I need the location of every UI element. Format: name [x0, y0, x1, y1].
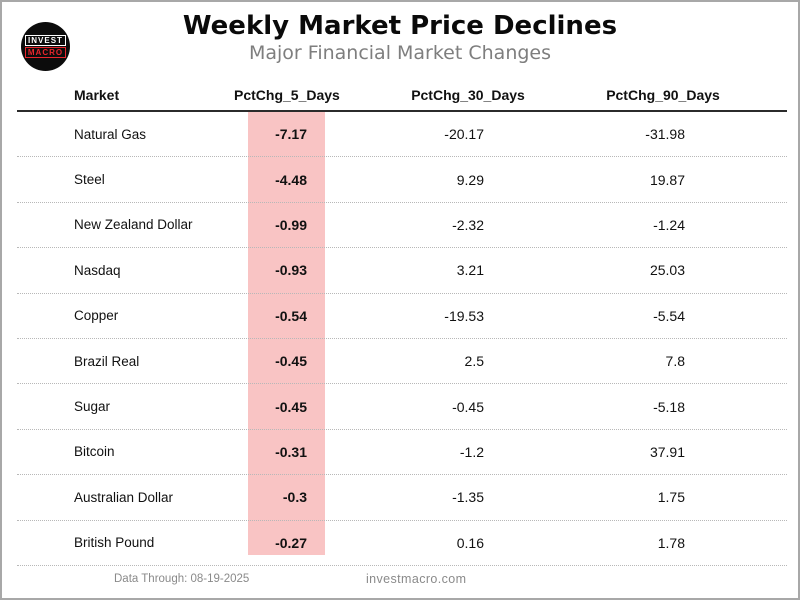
pctchg-30-days-cell: 9.29 — [456, 171, 484, 188]
table-header-row: Market PctChg_5_Days PctChg_30_Days PctC… — [17, 80, 787, 112]
pctchg-30-days-cell: -0.45 — [452, 398, 484, 415]
market-cell: New Zealand Dollar — [74, 217, 193, 233]
pctchg-5-days-cell: -0.99 — [275, 216, 307, 233]
pctchg-5-days-cell: -0.54 — [275, 307, 307, 324]
pctchg-90-days-cell: 19.87 — [649, 171, 685, 188]
market-cell: Steel — [74, 172, 105, 188]
pctchg-90-days-cell: 1.78 — [657, 534, 685, 551]
pctchg-5-days-cell: -4.48 — [275, 171, 307, 188]
pctchg-5-days-cell: -0.31 — [275, 443, 307, 460]
table-row: Nasdaq -0.93 3.21 25.03 — [17, 248, 787, 294]
table-row: New Zealand Dollar -0.99 -2.32 -1.24 — [17, 203, 787, 249]
market-cell: Bitcoin — [74, 444, 115, 460]
pctchg-5-days-cell: -0.3 — [282, 489, 307, 506]
pctchg-90-days-cell: 7.8 — [665, 353, 685, 370]
table-row: Natural Gas -7.17 -20.17 -31.98 — [17, 112, 787, 158]
market-cell: Australian Dollar — [74, 489, 174, 505]
market-cell: Natural Gas — [74, 126, 147, 142]
pctchg-5-days-cell: -0.27 — [275, 534, 307, 551]
pctchg-90-days-cell: 25.03 — [649, 262, 685, 279]
pctchg-30-days-cell: -1.2 — [459, 443, 484, 460]
pctchg-90-days-cell: -5.18 — [653, 398, 685, 415]
pctchg-30-days-cell: 3.21 — [456, 262, 484, 279]
table-body: Natural Gas -7.17 -20.17 -31.98 Steel -4.48 9.… — [17, 112, 787, 566]
pctchg-90-days-cell: -31.98 — [645, 126, 685, 143]
column-header-pctchg-90-days: PctChg_90_Days — [606, 87, 720, 103]
market-cell: British Pound — [74, 535, 155, 551]
table-row: Steel -4.48 9.29 19.87 — [17, 157, 787, 203]
investmacro-logo-icon: INVEST MACRO — [21, 22, 70, 71]
table-row: Australian Dollar -0.3 -1.35 1.75 — [17, 475, 787, 521]
pctchg-30-days-cell: -2.32 — [452, 216, 484, 233]
pctchg-30-days-cell: -19.53 — [444, 307, 484, 324]
highlight-column-stripe — [248, 112, 325, 555]
pctchg-5-days-cell: -7.17 — [275, 126, 307, 143]
logo-line-invest: INVEST — [25, 35, 66, 46]
table-row: Bitcoin -0.31 -1.2 37.91 — [17, 430, 787, 476]
column-header-pctchg-5-days: PctChg_5_Days — [234, 87, 340, 103]
market-cell: Brazil Real — [74, 353, 140, 369]
pctchg-90-days-cell: 1.75 — [657, 489, 685, 506]
page-subtitle: Major Financial Market Changes — [248, 42, 552, 64]
pctchg-90-days-cell: 37.91 — [649, 443, 685, 460]
page-title: Weekly Market Price Declines — [182, 11, 618, 41]
data-through-label: Data Through: 08-19-2025 — [114, 573, 250, 585]
market-cell: Nasdaq — [74, 262, 121, 278]
pctchg-30-days-cell: -20.17 — [444, 126, 484, 143]
pctchg-30-days-cell: -1.35 — [452, 489, 484, 506]
market-table: Market PctChg_5_Days PctChg_30_Days PctC… — [17, 80, 787, 566]
table-row: British Pound -0.27 0.16 1.78 — [17, 521, 787, 566]
table-row: Brazil Real -0.45 2.5 7.8 — [17, 339, 787, 385]
column-header-pctchg-30-days: PctChg_30_Days — [411, 87, 525, 103]
pctchg-30-days-cell: 2.5 — [464, 353, 484, 370]
market-cell: Copper — [74, 308, 119, 324]
logo-line-macro: MACRO — [24, 47, 67, 58]
table-row: Copper -0.54 -19.53 -5.54 — [17, 294, 787, 339]
table-row: Sugar -0.45 -0.45 -5.18 — [17, 384, 787, 430]
pctchg-30-days-cell: 0.16 — [456, 534, 484, 551]
pctchg-90-days-cell: -1.24 — [653, 216, 685, 233]
pctchg-5-days-cell: -0.93 — [275, 262, 307, 279]
market-cell: Sugar — [74, 399, 111, 415]
column-header-market: Market — [74, 87, 120, 103]
pctchg-5-days-cell: -0.45 — [275, 398, 307, 415]
pctchg-90-days-cell: -5.54 — [653, 307, 685, 324]
pctchg-5-days-cell: -0.45 — [275, 353, 307, 370]
website-label: investmacro.com — [366, 572, 467, 586]
